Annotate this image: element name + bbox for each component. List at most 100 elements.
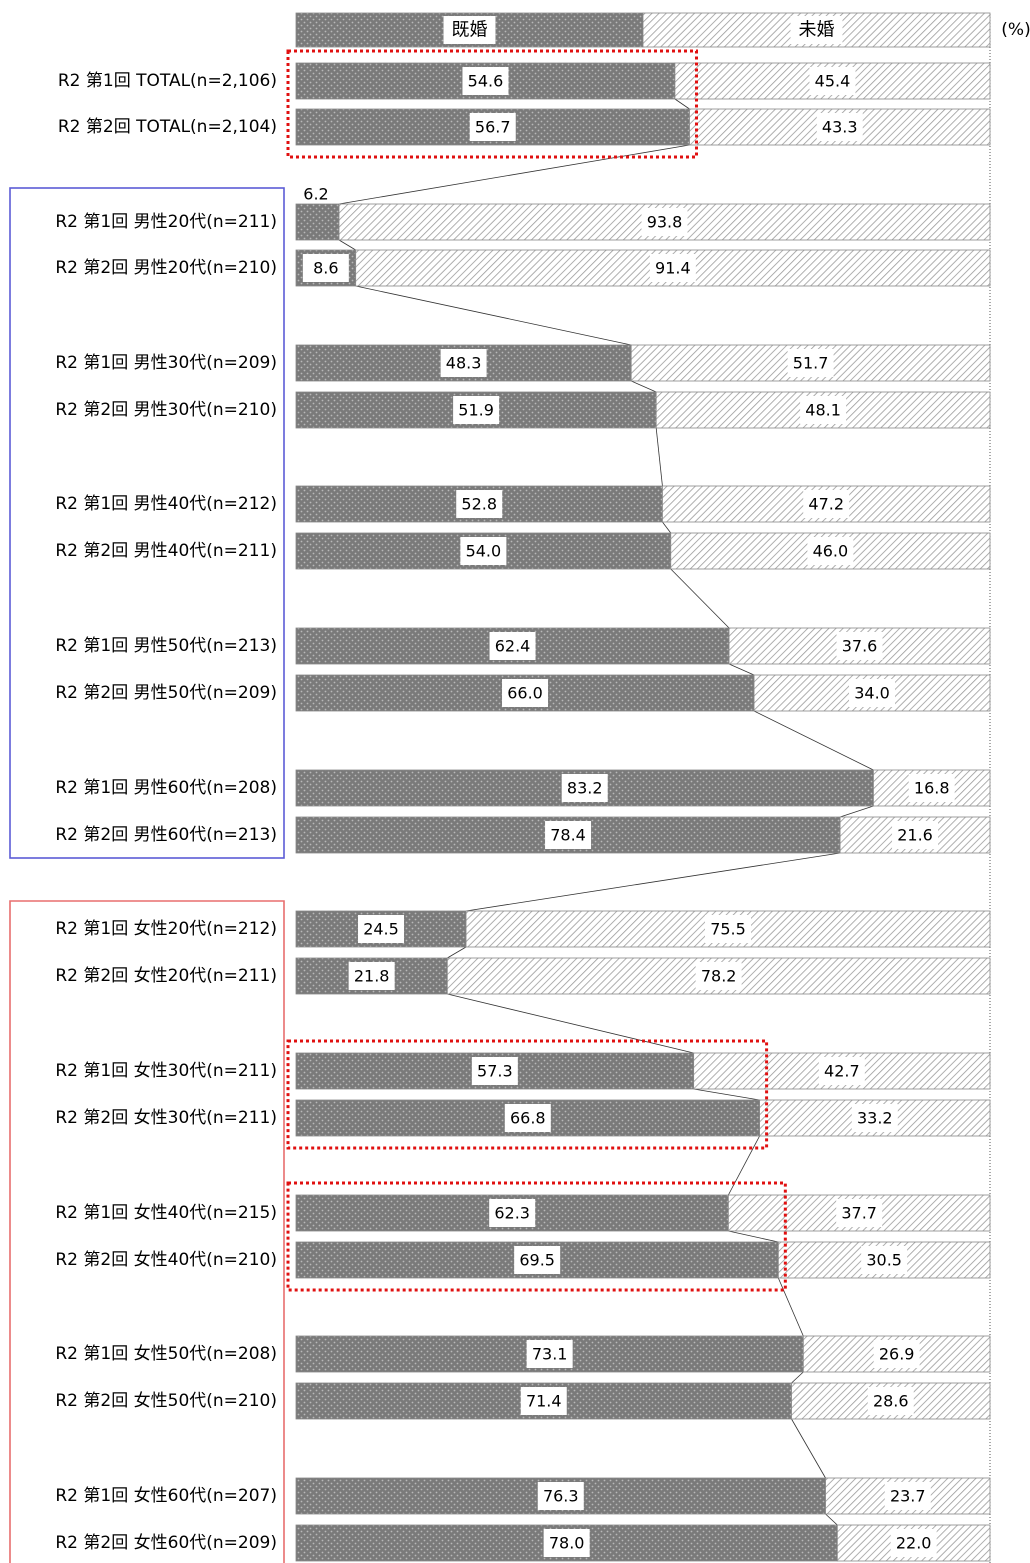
connector-line (777, 1277, 804, 1337)
category-label: R2 第1回 男性20代(n=211) (55, 212, 277, 232)
value-label-unmarried: 33.2 (857, 1109, 893, 1128)
value-label-unmarried: 46.0 (813, 542, 849, 561)
connector-line (728, 1135, 760, 1196)
value-label-bg (302, 254, 349, 282)
value-label-unmarried: 30.5 (866, 1251, 902, 1270)
category-label: R2 第2回 女性20代(n=211) (55, 966, 277, 986)
category-label: R2 第1回 男性50代(n=213) (55, 636, 277, 656)
legend-label-bg (443, 16, 496, 44)
value-label-unmarried: 34.0 (854, 684, 890, 703)
category-label: R2 第2回 男性40代(n=211) (55, 541, 277, 561)
value-label-bg (705, 915, 752, 943)
value-label-unmarried: 22.0 (896, 1534, 932, 1553)
value-label-married: 69.5 (519, 1251, 555, 1270)
value-label-married: 73.1 (532, 1345, 568, 1364)
value-label-bg (469, 113, 516, 141)
value-label-unmarried: 37.7 (841, 1204, 877, 1223)
category-label: R2 第2回 女性40代(n=210) (55, 1250, 277, 1270)
connector-line (728, 663, 755, 676)
connector-line (791, 1418, 826, 1479)
category-label: R2 第1回 女性50代(n=208) (55, 1344, 277, 1364)
value-label-unmarried: 45.4 (815, 72, 851, 91)
connector-line (693, 1088, 760, 1101)
category-label: R2 第2回 男性50代(n=209) (55, 683, 277, 703)
connector-line (338, 239, 356, 251)
value-label-bg (489, 632, 536, 660)
value-label-married: 8.6 (313, 259, 338, 278)
value-label-unmarried: 47.2 (808, 495, 844, 514)
value-label-married: 48.3 (446, 354, 482, 373)
value-label-married: 83.2 (567, 779, 603, 798)
value-label-unmarried: 93.8 (647, 213, 683, 232)
value-label-bg (440, 349, 487, 377)
value-label-bg (504, 1104, 551, 1132)
connector-line (670, 568, 730, 629)
connector-line (355, 285, 632, 346)
value-label-bg (849, 679, 896, 707)
value-label-bg (543, 1529, 590, 1557)
value-label-married: 54.6 (468, 72, 504, 91)
value-label-unmarried: 51.7 (793, 354, 829, 373)
value-label-bg (800, 396, 847, 424)
value-label-married: 66.0 (507, 684, 543, 703)
value-label-bg (836, 632, 883, 660)
highlight-box (286, 1039, 769, 1150)
category-label: R2 第1回 女性30代(n=211) (55, 1061, 277, 1081)
value-label-bg (861, 1246, 908, 1274)
unit-label: (%) (1001, 20, 1030, 40)
connector-line (839, 805, 874, 818)
highlight-box (286, 1181, 787, 1292)
category-label: R2 第1回 男性40代(n=212) (55, 494, 277, 514)
connector-line (631, 380, 657, 393)
value-label-bg (537, 1482, 584, 1510)
legend-label-bg (790, 16, 843, 44)
value-label-married: 24.5 (363, 920, 399, 939)
value-label-bg (908, 774, 955, 802)
value-label-unmarried: 16.8 (914, 779, 950, 798)
value-label-unmarried: 23.7 (890, 1487, 926, 1506)
connector-line (662, 521, 672, 534)
value-label-bg (462, 67, 509, 95)
value-label-bg (836, 1199, 883, 1227)
legend-label-unmarried: 未婚 (799, 20, 835, 41)
category-label: R2 第1回 女性60代(n=207) (55, 1486, 277, 1506)
category-label: R2 第2回 男性60代(n=213) (55, 825, 277, 845)
value-label-married: 71.4 (526, 1392, 562, 1411)
value-label-bg (873, 1340, 920, 1368)
value-label-unmarried: 91.4 (655, 259, 691, 278)
value-label-bg (867, 1387, 914, 1415)
connector-line (728, 1230, 779, 1243)
category-label: R2 第1回 TOTAL(n=2,106) (58, 71, 277, 91)
value-label-bg (787, 349, 834, 377)
connector-line (465, 852, 841, 912)
value-label-married: 52.8 (461, 495, 497, 514)
male-group-frame (9, 187, 285, 859)
value-label-married: 78.4 (550, 826, 586, 845)
value-label-bg (884, 1482, 931, 1510)
category-label: R2 第2回 男性30代(n=210) (55, 400, 277, 420)
value-label-bg (561, 774, 608, 802)
category-label: R2 第2回 女性30代(n=211) (55, 1108, 277, 1128)
value-label-unmarried: 42.7 (824, 1062, 860, 1081)
value-label-bg (809, 67, 856, 95)
value-label-bg (807, 537, 854, 565)
connector-line (753, 710, 874, 771)
bars: 54.6 45.4 56.7 43.3 6.2 93.8 8.6 91.4 48.3 51.7 51… (295, 62, 991, 1562)
value-label-bg (348, 962, 395, 990)
value-label-unmarried: 21.6 (897, 826, 933, 845)
value-label-unmarried: 28.6 (873, 1392, 909, 1411)
value-label-married: 6.2 (303, 185, 328, 204)
connector-line (825, 1513, 838, 1526)
value-label-bg (816, 113, 863, 141)
value-label-married: 76.3 (543, 1487, 579, 1506)
value-label-bg (514, 1246, 561, 1274)
value-label-bg (803, 490, 850, 518)
category-label: R2 第1回 男性60代(n=208) (55, 778, 277, 798)
category-label: R2 第1回 男性30代(n=209) (55, 353, 277, 373)
value-label-bg (695, 962, 742, 990)
category-label: R2 第2回 TOTAL(n=2,104) (58, 117, 277, 137)
category-label: R2 第2回 女性50代(n=210) (55, 1391, 277, 1411)
value-label-married: 62.3 (494, 1204, 530, 1223)
value-label-unmarried: 75.5 (710, 920, 746, 939)
